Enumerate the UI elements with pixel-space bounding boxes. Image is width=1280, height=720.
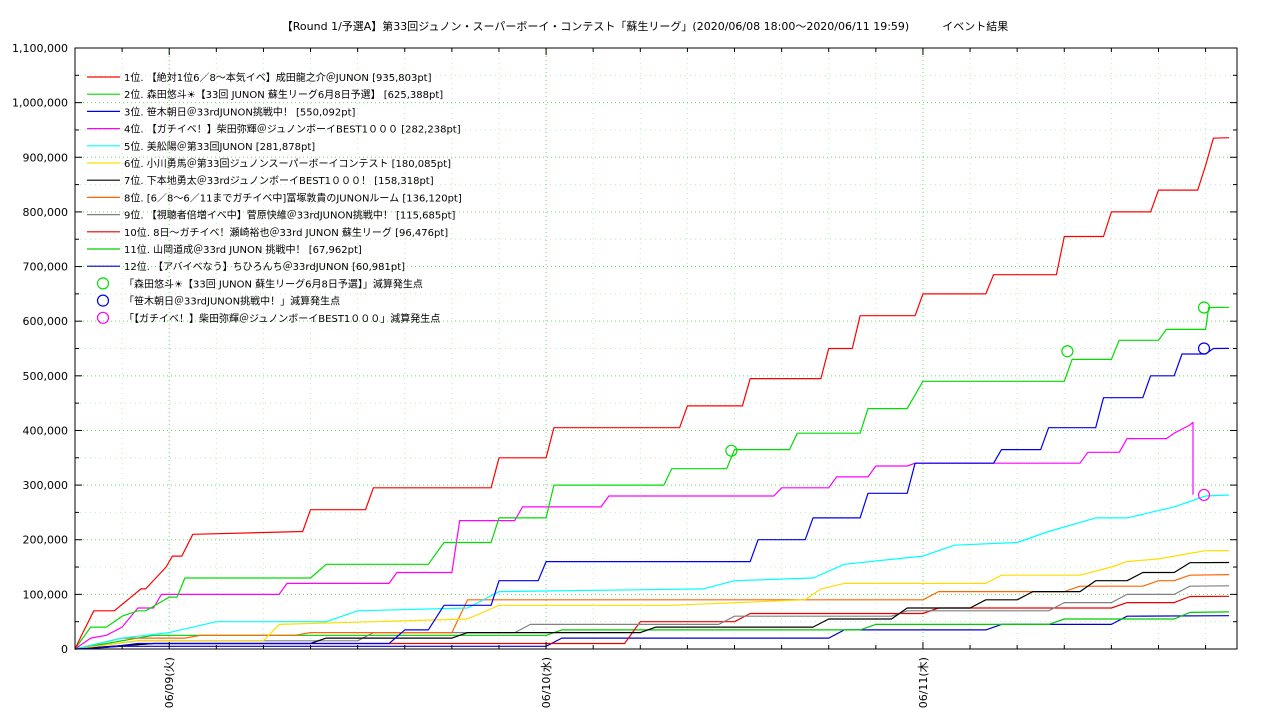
y-tick-label: 100,000 (23, 588, 69, 601)
y-tick-label: 1,000,000 (12, 97, 68, 110)
legend-label: 10位. 8日〜ガチイベ！瀬崎裕也＠33rd JUNON 蘇生リーグ [96,4… (124, 226, 448, 239)
drop-marker (1197, 301, 1211, 314)
legend-label: 6位. 小川勇馬＠第33回ジュノンスーパーボーイコンテスト [180,085pt… (124, 157, 451, 170)
legend-marker (96, 294, 110, 307)
y-tick-label: 800,000 (23, 206, 69, 219)
series-line (74, 494, 1230, 650)
series-line (74, 611, 1230, 650)
series-line (74, 595, 1230, 650)
y-tick-label: 700,000 (23, 261, 69, 274)
y-tick-label: 300,000 (23, 479, 69, 492)
series-line (74, 574, 1230, 650)
legend: 1位. 【絶対1位6／8〜本気イベ】成田龍之介＠JUNON [935,803pt… (87, 71, 462, 325)
chart-title: 【Round 1/予選A】第33回ジュノン・スーパーボーイ・コンテスト「蘇生リー… (281, 20, 1009, 33)
legend-label: 2位. 森田悠斗☀【33回 JUNON 蘇生リーグ6月8日予選】 [625,38… (124, 88, 443, 101)
legend-label: 9位. 【視聴者倍増イベ中】菅原快維＠33rdJUNON挑戦中！ [115,68… (124, 209, 456, 222)
legend-label: 11位. 山岡道成＠33rd JUNON 挑戦中！ [67,962pt] (124, 243, 362, 256)
x-tick-label: 06/10(水) (540, 657, 553, 708)
legend-label: 12位. 【アバイベなう】ちひろんち＠33rdJUNON [60,981pt] (124, 260, 405, 273)
legend-label: 3位. 笹木朝日＠33rdJUNON挑戦中！ [550,092pt] (124, 105, 356, 118)
x-tick-label: 06/09(火) (163, 657, 176, 708)
y-tick-label: 600,000 (23, 315, 69, 328)
series-line (74, 561, 1230, 650)
y-tick-label: 1,100,000 (12, 42, 68, 55)
series-line (74, 549, 1230, 650)
legend-marker (96, 277, 110, 290)
legend-label: 1位. 【絶対1位6／8〜本気イベ】成田龍之介＠JUNON [935,803pt… (124, 71, 432, 84)
legend-label: 5位. 美舩陽＠第33回JUNON [281,878pt] (124, 140, 315, 153)
series-line (74, 347, 1230, 650)
drop-marker (1061, 345, 1074, 358)
series-line (74, 137, 1230, 650)
legend-label: 「【ガチイベ！】柴田弥輝＠ジュノンボーイBEST1０００」減算発生点 (124, 312, 440, 325)
y-tick-label: 900,000 (23, 151, 69, 164)
drop-markers (725, 301, 1211, 502)
drop-marker (725, 444, 738, 457)
series-line (74, 306, 1230, 650)
y-tick-label: 200,000 (23, 534, 69, 547)
legend-marker (96, 311, 110, 324)
grid (75, 48, 1237, 649)
legend-label: 7位. 下本地勇太＠33rdジュノンボーイBEST1０００！ [158,318p… (124, 174, 434, 187)
drop-marker (1197, 342, 1211, 355)
y-tick-label: 400,000 (23, 424, 69, 437)
series-lines (74, 137, 1230, 650)
axes: 0 100,000 200,000 300,000 400,000 500,000 600,… (12, 42, 1237, 708)
x-tick-label: 06/11(木) (917, 657, 930, 708)
series-line (74, 585, 1230, 650)
y-tick-label: 500,000 (23, 370, 69, 383)
y-tick-label: 0 (61, 643, 68, 656)
legend-label: 4位. 【ガチイベ！】柴田弥輝＠ジュノンボーイBEST1０００ [282,238… (124, 123, 461, 136)
legend-label: 「笹木朝日＠33rdJUNON挑戦中！」減算発生点 (124, 295, 340, 308)
drop-marker (1197, 488, 1211, 502)
legend-label: 8位. [6／8〜6／11までガチイベ中]冨塚敦貴のJUNONルーム [136,… (124, 191, 462, 204)
legend-label: 「森田悠斗☀【33回 JUNON 蘇生リーグ6月8日予選】」減算発生点 (124, 277, 423, 290)
series-line (74, 421, 1194, 650)
